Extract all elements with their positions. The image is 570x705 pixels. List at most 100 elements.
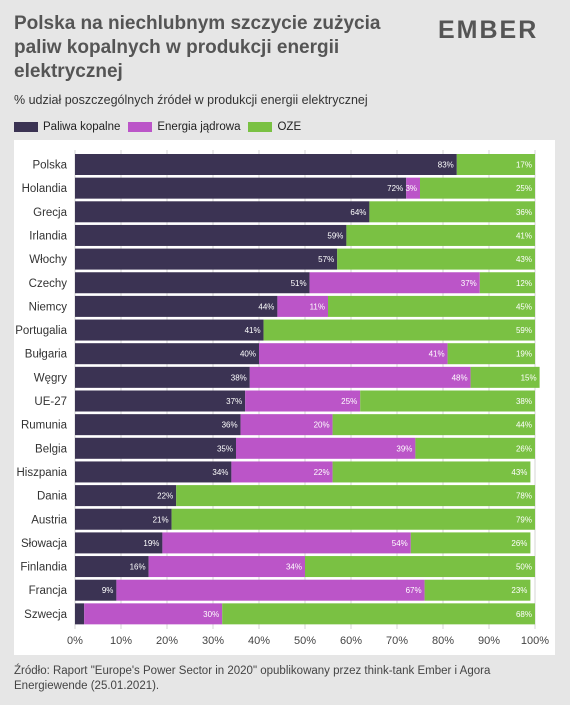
data-label-renewables: 25% — [516, 184, 532, 193]
legend-label-renewables: OZE — [277, 121, 302, 133]
category-label: Czechy — [29, 278, 68, 290]
bar-fossil — [75, 154, 457, 175]
data-label-renewables: 43% — [511, 468, 527, 477]
x-tick-label: 40% — [248, 635, 270, 647]
category-label: Szwecja — [24, 609, 67, 621]
data-label-fossil: 21% — [153, 515, 169, 524]
bar-renewables — [332, 461, 531, 483]
chart-panel: 0% 10% 20% 30% 40% 50% 60% 70% 80% 90% 100% Polska 8… — [14, 140, 555, 655]
category-label: Irlandia — [29, 230, 67, 242]
bar-fossil — [75, 224, 347, 246]
stacked-bar-chart: 0% 10% 20% 30% 40% 50% 60% 70% 80% 90% 100% Polska 8… — [15, 150, 549, 647]
ember-logo: EMBER — [438, 16, 539, 44]
x-tick-label: 80% — [432, 635, 454, 647]
x-tick-label: 0% — [67, 635, 83, 647]
bar-nuclear — [231, 461, 333, 483]
data-label-nuclear: 34% — [286, 563, 302, 572]
x-tick-label: 50% — [294, 635, 316, 647]
data-label-nuclear: 67% — [406, 586, 422, 595]
bar-fossil — [75, 532, 163, 554]
data-label-renewables: 45% — [516, 302, 532, 311]
data-label-nuclear: 25% — [341, 397, 357, 406]
category-label: Rumunia — [21, 420, 68, 432]
bar-fossil — [75, 485, 177, 507]
data-label-nuclear: 48% — [452, 373, 468, 382]
legend-item-nuclear: Energia jądrowa — [128, 121, 240, 133]
bar-renewables — [456, 154, 535, 175]
data-label-fossil: 41% — [245, 326, 261, 335]
data-label-nuclear: 20% — [314, 421, 330, 430]
bar-fossil — [75, 343, 259, 365]
legend-item-fossil: Paliwa kopalne — [14, 121, 120, 133]
data-label-fossil: 22% — [157, 492, 173, 501]
data-label-fossil: 16% — [130, 563, 146, 572]
bar-nuclear — [309, 272, 480, 294]
legend-swatch-renewables — [248, 122, 273, 132]
bar-fossil — [75, 579, 117, 601]
bar-fossil — [75, 390, 246, 412]
source-note: Źródło: Raport "Europe's Power Sector in… — [14, 665, 491, 692]
chart-title: Polska na niechlubnym szczycie zużycia p… — [14, 13, 381, 82]
data-label-fossil: 35% — [217, 444, 233, 453]
bar-renewables — [447, 343, 535, 365]
bar-fossil — [75, 319, 264, 341]
bar-nuclear — [116, 579, 425, 601]
data-label-renewables: 79% — [516, 515, 532, 524]
bar-nuclear — [245, 390, 361, 412]
bar-nuclear — [148, 556, 305, 578]
data-label-nuclear: 11% — [310, 302, 325, 311]
bar-renewables — [263, 319, 535, 341]
category-label: Węgry — [34, 372, 67, 384]
category-label: Niemcy — [29, 301, 68, 313]
data-label-fossil: 64% — [350, 208, 366, 217]
bar-nuclear — [236, 437, 416, 459]
data-label-renewables: 12% — [516, 279, 532, 288]
bar-fossil — [75, 272, 310, 294]
data-label-nuclear: 22% — [314, 468, 330, 477]
data-label-fossil: 57% — [318, 255, 334, 264]
legend-label-nuclear: Energia jądrowa — [157, 121, 241, 133]
legend-label-fossil: Paliwa kopalne — [43, 121, 121, 133]
data-label-renewables: 36% — [516, 208, 532, 217]
bar-renewables — [328, 295, 535, 317]
data-label-renewables: 38% — [516, 397, 532, 406]
bar-renewables — [479, 272, 535, 294]
data-label-fossil: 72% — [387, 184, 403, 193]
data-label-fossil: 44% — [258, 302, 274, 311]
data-label-fossil: 38% — [231, 373, 247, 382]
bar-fossil — [75, 508, 172, 530]
data-label-renewables: 23% — [511, 586, 527, 595]
bar-renewables — [470, 366, 540, 388]
bar-fossil — [75, 366, 250, 388]
data-label-nuclear: 37% — [461, 279, 477, 288]
data-label-fossil: 83% — [438, 161, 454, 170]
bar-nuclear — [84, 603, 223, 625]
bar-renewables — [424, 579, 531, 601]
bar-renewables — [176, 485, 535, 507]
category-label: Dania — [37, 491, 68, 503]
bar-nuclear — [277, 295, 328, 317]
category-label: Finlandia — [20, 562, 67, 574]
category-label: Włochy — [29, 254, 67, 266]
bar-renewables — [410, 532, 531, 554]
category-label: Portugalia — [15, 325, 67, 337]
category-label: Austria — [31, 514, 67, 526]
category-label: Francja — [29, 585, 68, 597]
bar-nuclear — [406, 177, 420, 199]
bar-fossil — [75, 603, 85, 625]
category-label: Hiszpania — [17, 467, 68, 479]
data-label-renewables: 68% — [516, 610, 532, 619]
bar-fossil — [75, 177, 407, 199]
data-label-nuclear: 39% — [396, 444, 412, 453]
chart-legend: Paliwa kopalne Energia jądrowa OZE — [14, 121, 309, 133]
bar-renewables — [415, 437, 535, 459]
data-label-fossil: 34% — [212, 468, 228, 477]
legend-swatch-fossil — [14, 122, 38, 132]
bar-renewables — [305, 556, 535, 578]
category-label: Bułgaria — [25, 349, 68, 361]
category-label: Grecja — [33, 207, 67, 219]
bar-renewables — [369, 201, 535, 223]
data-label-fossil: 51% — [291, 279, 307, 288]
x-tick-label: 10% — [110, 635, 132, 647]
data-label-renewables: 59% — [516, 326, 532, 335]
